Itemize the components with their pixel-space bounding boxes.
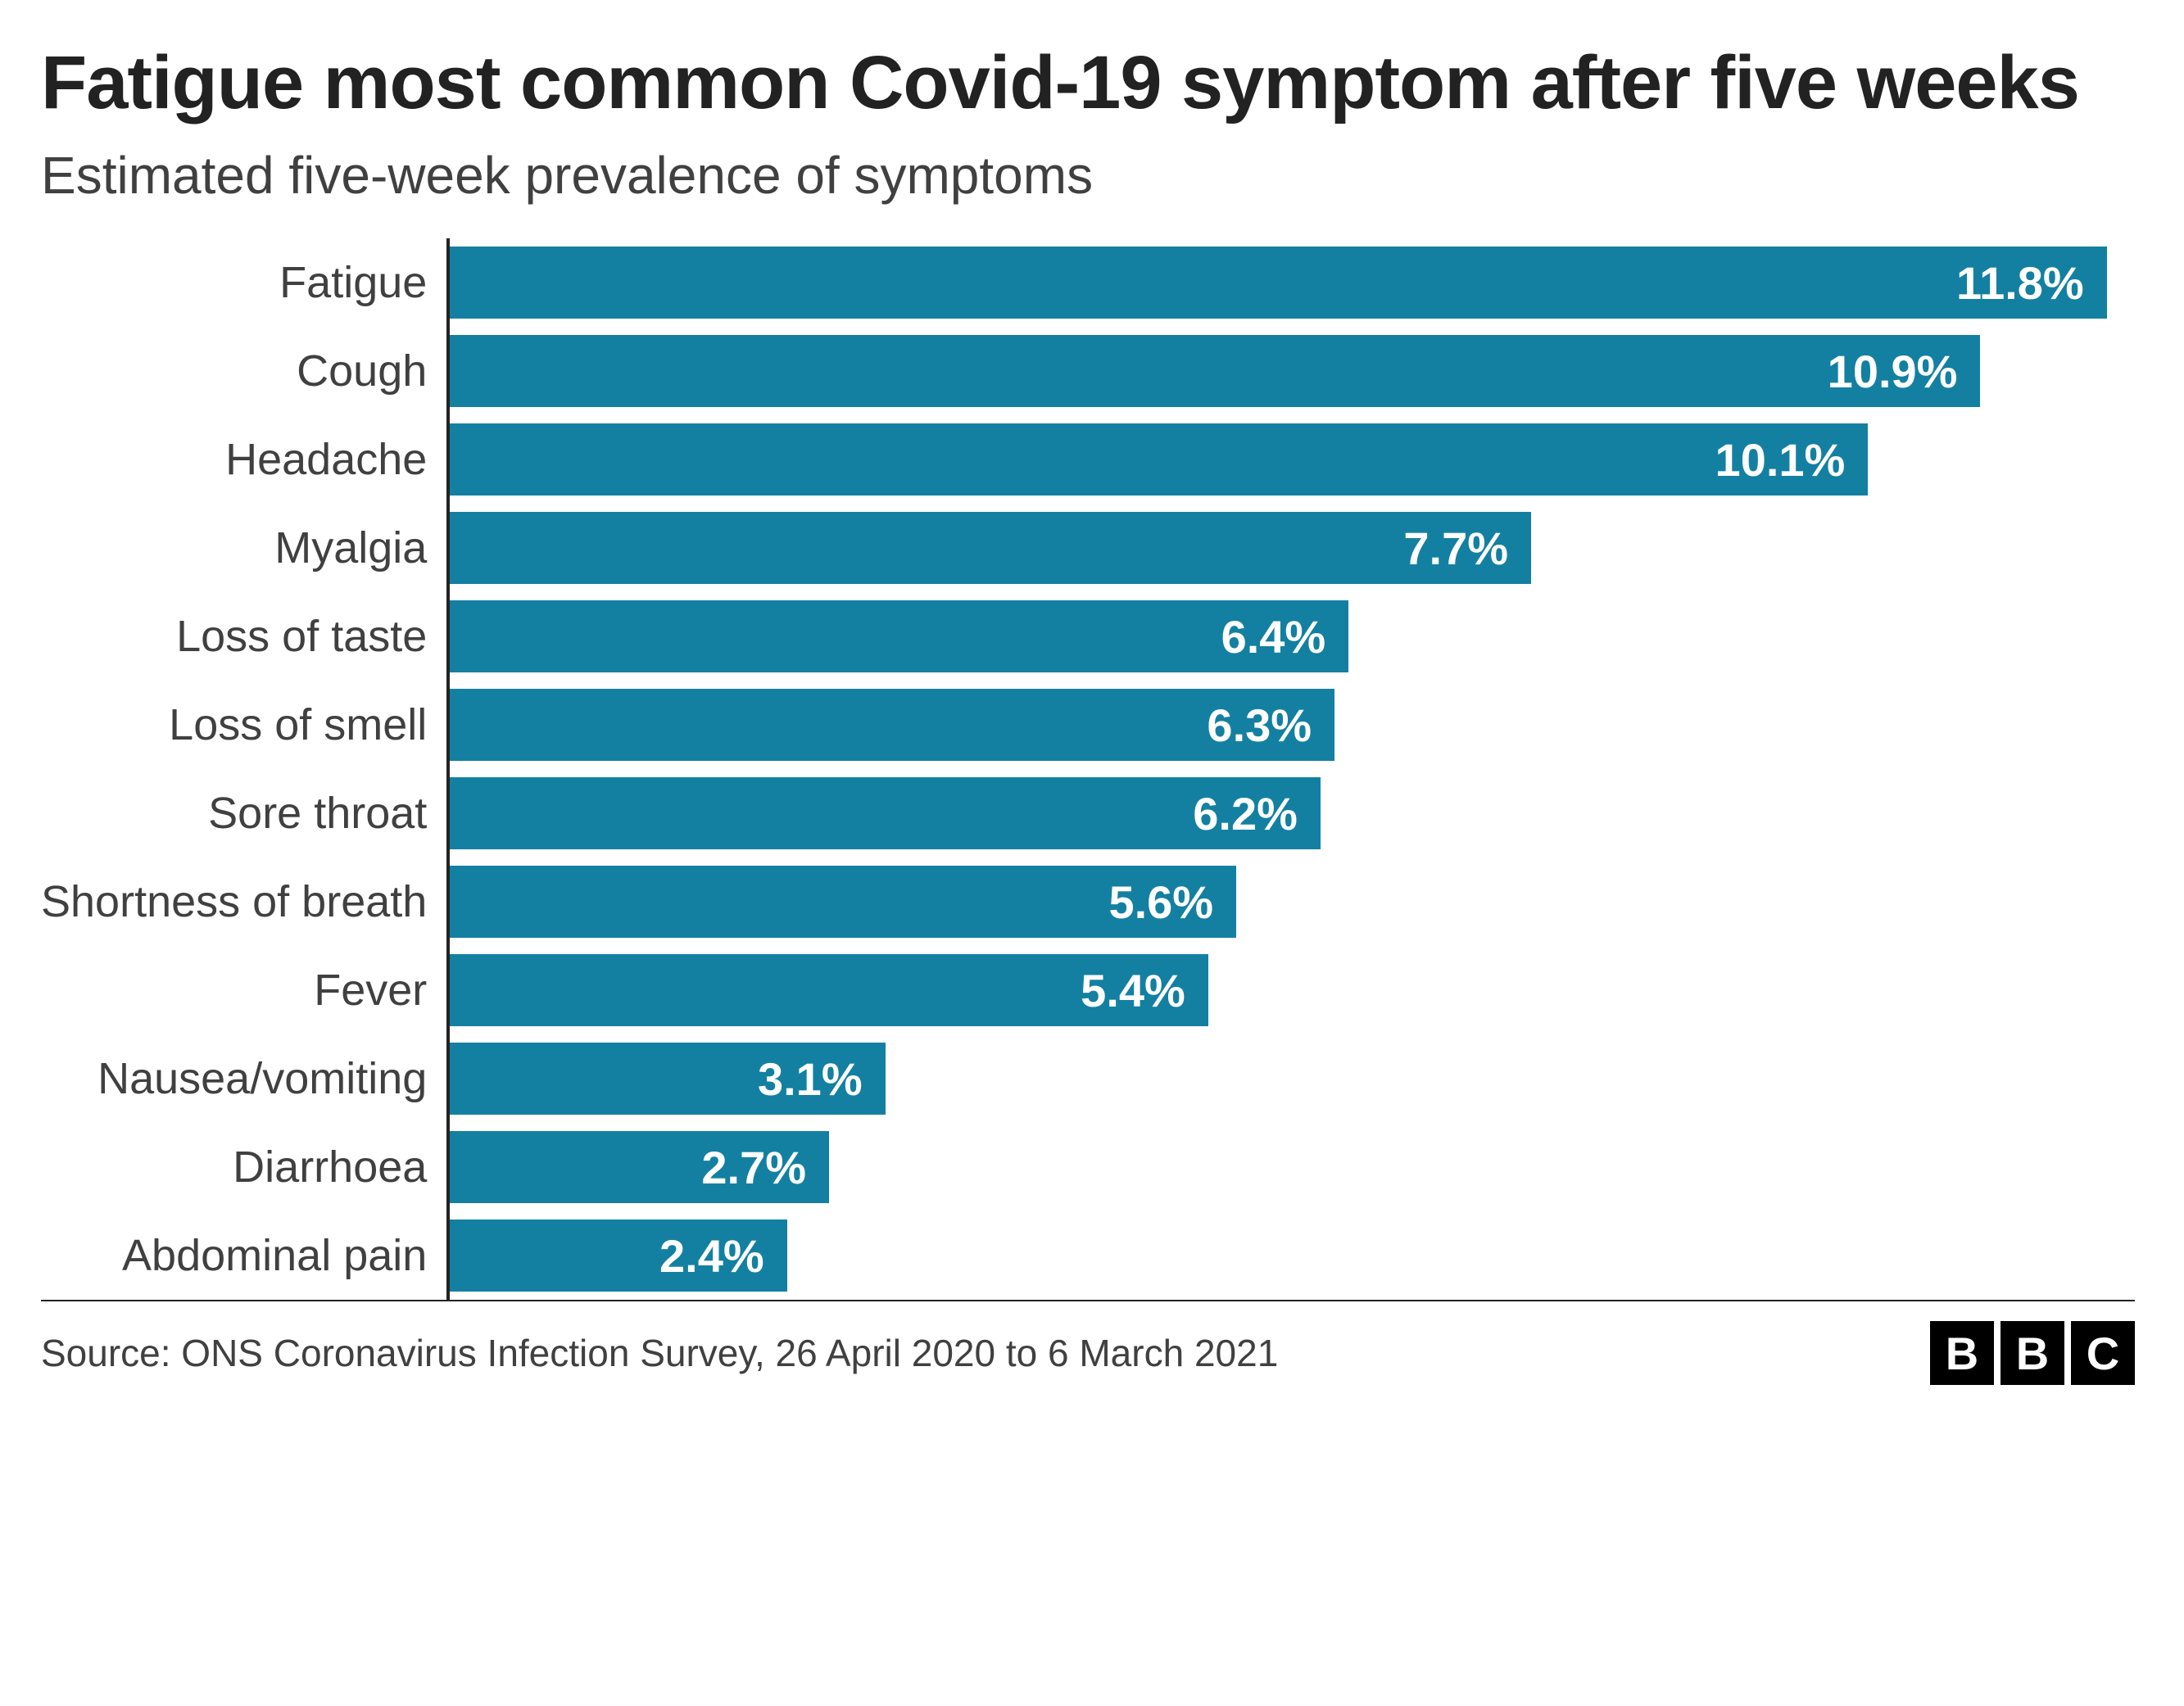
plot-area: FatigueCoughHeadacheMyalgiaLoss of taste… [41, 238, 2135, 1301]
bar: 2.7% [450, 1131, 829, 1203]
bar-value-label: 7.7% [1403, 522, 1508, 575]
bar-row: 6.3% [450, 681, 2135, 769]
bar: 6.4% [450, 600, 1348, 672]
bbc-logo-box: C [2071, 1321, 2135, 1385]
bar-row: 2.7% [450, 1123, 2135, 1211]
bar-row: 3.1% [450, 1034, 2135, 1123]
category-labels-column: FatigueCoughHeadacheMyalgiaLoss of taste… [41, 238, 446, 1300]
category-label: Fever [41, 946, 427, 1034]
bar: 7.7% [450, 512, 1531, 584]
bar-row: 10.1% [450, 415, 2135, 504]
bar: 6.2% [450, 777, 1321, 849]
category-label: Sore throat [41, 769, 427, 858]
chart-subtitle: Estimated five-week prevalence of sympto… [41, 145, 2135, 206]
category-label: Loss of smell [41, 681, 427, 769]
bar-row: 5.4% [450, 946, 2135, 1034]
bar-row: 7.7% [450, 504, 2135, 592]
bars-column: 11.8% 10.9% 10.1% 7.7% 6.4% 6.3% 6.2% 5.6% 5.4% 3… [446, 238, 2135, 1300]
category-label: Nausea/vomiting [41, 1034, 427, 1123]
bar: 6.3% [450, 689, 1334, 761]
bar-row: 6.4% [450, 592, 2135, 681]
bar: 3.1% [450, 1043, 885, 1115]
chart-footer: Source: ONS Coronavirus Infection Survey… [41, 1301, 2135, 1385]
category-label: Headache [41, 415, 427, 504]
bar-row: 5.6% [450, 858, 2135, 946]
bar-row: 11.8% [450, 238, 2135, 327]
category-label: Myalgia [41, 504, 427, 592]
bar-value-label: 6.4% [1221, 610, 1326, 663]
bar: 11.8% [450, 247, 2106, 319]
bar-value-label: 2.7% [701, 1141, 806, 1194]
bar-value-label: 6.3% [1207, 699, 1312, 752]
bbc-logo: BBC [1930, 1321, 2135, 1385]
bar: 10.9% [450, 335, 1980, 407]
bar-value-label: 3.1% [758, 1052, 863, 1106]
category-label: Cough [41, 327, 427, 415]
bar-row: 6.2% [450, 769, 2135, 858]
bbc-logo-box: B [2000, 1321, 2064, 1385]
bar-value-label: 11.8% [1956, 256, 2084, 310]
bar-value-label: 6.2% [1193, 787, 1298, 840]
bbc-logo-box: B [1930, 1321, 1994, 1385]
category-label: Abdominal pain [41, 1211, 427, 1300]
category-label: Diarrhoea [41, 1123, 427, 1211]
bar-value-label: 2.4% [659, 1229, 764, 1283]
chart-container: Fatigue most common Covid-19 symptom aft… [0, 0, 2184, 1706]
bar: 5.4% [450, 954, 1208, 1026]
bar-row: 10.9% [450, 327, 2135, 415]
category-label: Loss of taste [41, 592, 427, 681]
category-label: Fatigue [41, 238, 427, 327]
bar-value-label: 10.9% [1828, 345, 1958, 398]
bar-value-label: 5.6% [1108, 876, 1213, 929]
source-text: Source: ONS Coronavirus Infection Survey… [41, 1331, 1278, 1375]
category-label: Shortness of breath [41, 858, 427, 946]
bar-row: 2.4% [450, 1211, 2135, 1300]
bar-value-label: 10.1% [1715, 433, 1846, 486]
bar: 10.1% [450, 423, 1868, 496]
chart-title: Fatigue most common Covid-19 symptom aft… [41, 41, 2135, 125]
bar: 2.4% [450, 1220, 786, 1292]
bar-value-label: 5.4% [1081, 964, 1185, 1017]
bar: 5.6% [450, 866, 1236, 938]
